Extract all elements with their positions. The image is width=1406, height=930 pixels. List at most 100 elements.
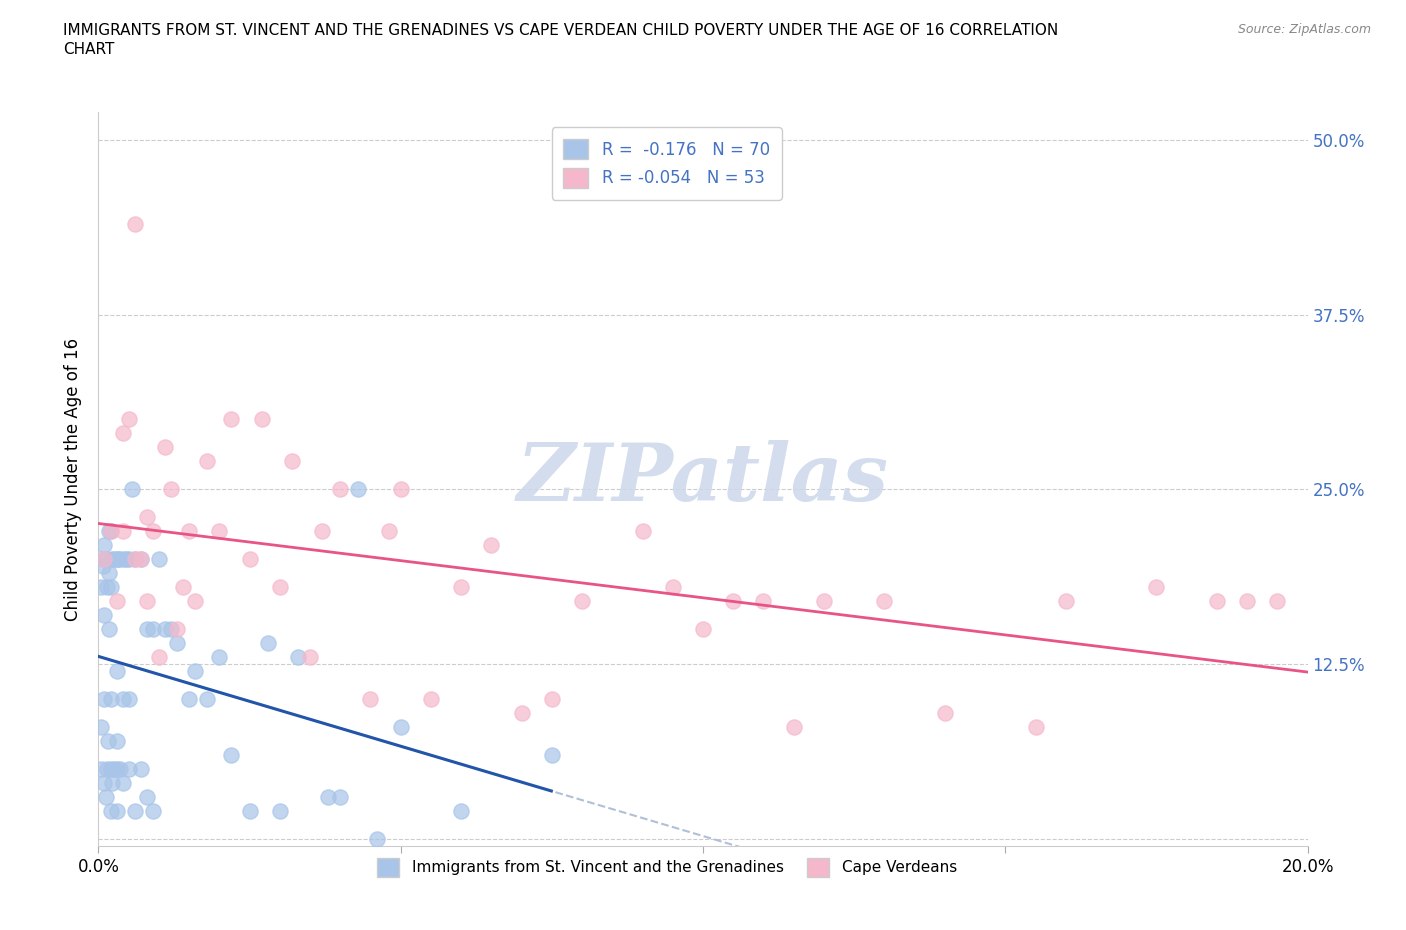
Text: Source: ZipAtlas.com: Source: ZipAtlas.com xyxy=(1237,23,1371,36)
Point xyxy=(934,706,956,721)
Point xyxy=(450,804,472,818)
Point xyxy=(93,692,115,707)
Point xyxy=(108,762,131,777)
Point xyxy=(873,594,896,609)
Point xyxy=(450,580,472,595)
Point xyxy=(166,636,188,651)
Point xyxy=(420,692,443,707)
Point xyxy=(96,762,118,777)
Point xyxy=(813,594,835,609)
Point xyxy=(111,692,134,707)
Point xyxy=(153,440,176,455)
Y-axis label: Child Poverty Under the Age of 16: Child Poverty Under the Age of 16 xyxy=(65,338,83,620)
Point xyxy=(160,482,183,497)
Text: ZIPatlas: ZIPatlas xyxy=(517,440,889,518)
Point xyxy=(118,412,141,427)
Point xyxy=(135,790,157,804)
Point xyxy=(93,552,115,567)
Point xyxy=(239,804,262,818)
Point xyxy=(571,594,593,609)
Point xyxy=(184,664,207,679)
Point xyxy=(250,412,273,427)
Point xyxy=(114,552,136,567)
Point xyxy=(91,552,114,567)
Point xyxy=(90,580,112,595)
Point xyxy=(97,566,120,581)
Point xyxy=(142,622,165,637)
Point xyxy=(103,762,125,777)
Point xyxy=(360,692,382,707)
Point xyxy=(316,790,339,804)
Point xyxy=(208,524,231,538)
Point xyxy=(377,524,399,538)
Point xyxy=(148,650,170,665)
Point xyxy=(90,720,112,735)
Point xyxy=(311,524,333,538)
Point xyxy=(172,580,194,595)
Point xyxy=(195,692,218,707)
Point xyxy=(93,538,115,552)
Point xyxy=(221,748,243,763)
Point xyxy=(135,622,157,637)
Point xyxy=(1236,594,1258,609)
Point xyxy=(124,552,146,567)
Legend: Immigrants from St. Vincent and the Grenadines, Cape Verdeans: Immigrants from St. Vincent and the Gren… xyxy=(370,852,963,883)
Point xyxy=(184,594,207,609)
Point xyxy=(111,426,134,441)
Point xyxy=(100,804,122,818)
Point xyxy=(1054,594,1077,609)
Point xyxy=(93,776,115,790)
Point xyxy=(692,622,714,637)
Point xyxy=(160,622,183,637)
Point xyxy=(329,482,352,497)
Point xyxy=(129,552,152,567)
Point xyxy=(661,580,683,595)
Point xyxy=(111,524,134,538)
Point xyxy=(100,524,122,538)
Point xyxy=(256,636,278,651)
Point xyxy=(135,510,157,525)
Point xyxy=(124,552,146,567)
Point xyxy=(540,748,562,763)
Point xyxy=(121,482,143,497)
Point xyxy=(96,580,118,595)
Point xyxy=(103,552,125,567)
Point xyxy=(723,594,745,609)
Point xyxy=(98,622,121,637)
Point xyxy=(329,790,352,804)
Point xyxy=(105,762,128,777)
Point xyxy=(94,790,117,804)
Point xyxy=(107,552,129,567)
Point xyxy=(1267,594,1289,609)
Point xyxy=(129,762,152,777)
Point xyxy=(129,552,152,567)
Point xyxy=(105,734,128,749)
Point xyxy=(389,482,412,497)
Point xyxy=(208,650,231,665)
Point xyxy=(100,580,122,595)
Point xyxy=(269,804,291,818)
Point xyxy=(195,454,218,469)
Point xyxy=(100,524,122,538)
Point xyxy=(1144,580,1167,595)
Point xyxy=(287,650,309,665)
Point xyxy=(153,622,176,637)
Point xyxy=(101,552,124,567)
Point xyxy=(135,594,157,609)
Point xyxy=(118,552,141,567)
Point xyxy=(100,762,122,777)
Point xyxy=(112,552,135,567)
Point xyxy=(98,524,121,538)
Point xyxy=(105,804,128,818)
Point xyxy=(148,552,170,567)
Point xyxy=(105,594,128,609)
Point xyxy=(389,720,412,735)
Text: CHART: CHART xyxy=(63,42,115,57)
Point xyxy=(366,831,388,846)
Point xyxy=(481,538,503,552)
Point xyxy=(108,552,131,567)
Point xyxy=(105,552,128,567)
Point xyxy=(299,650,322,665)
Point xyxy=(111,776,134,790)
Point xyxy=(179,692,201,707)
